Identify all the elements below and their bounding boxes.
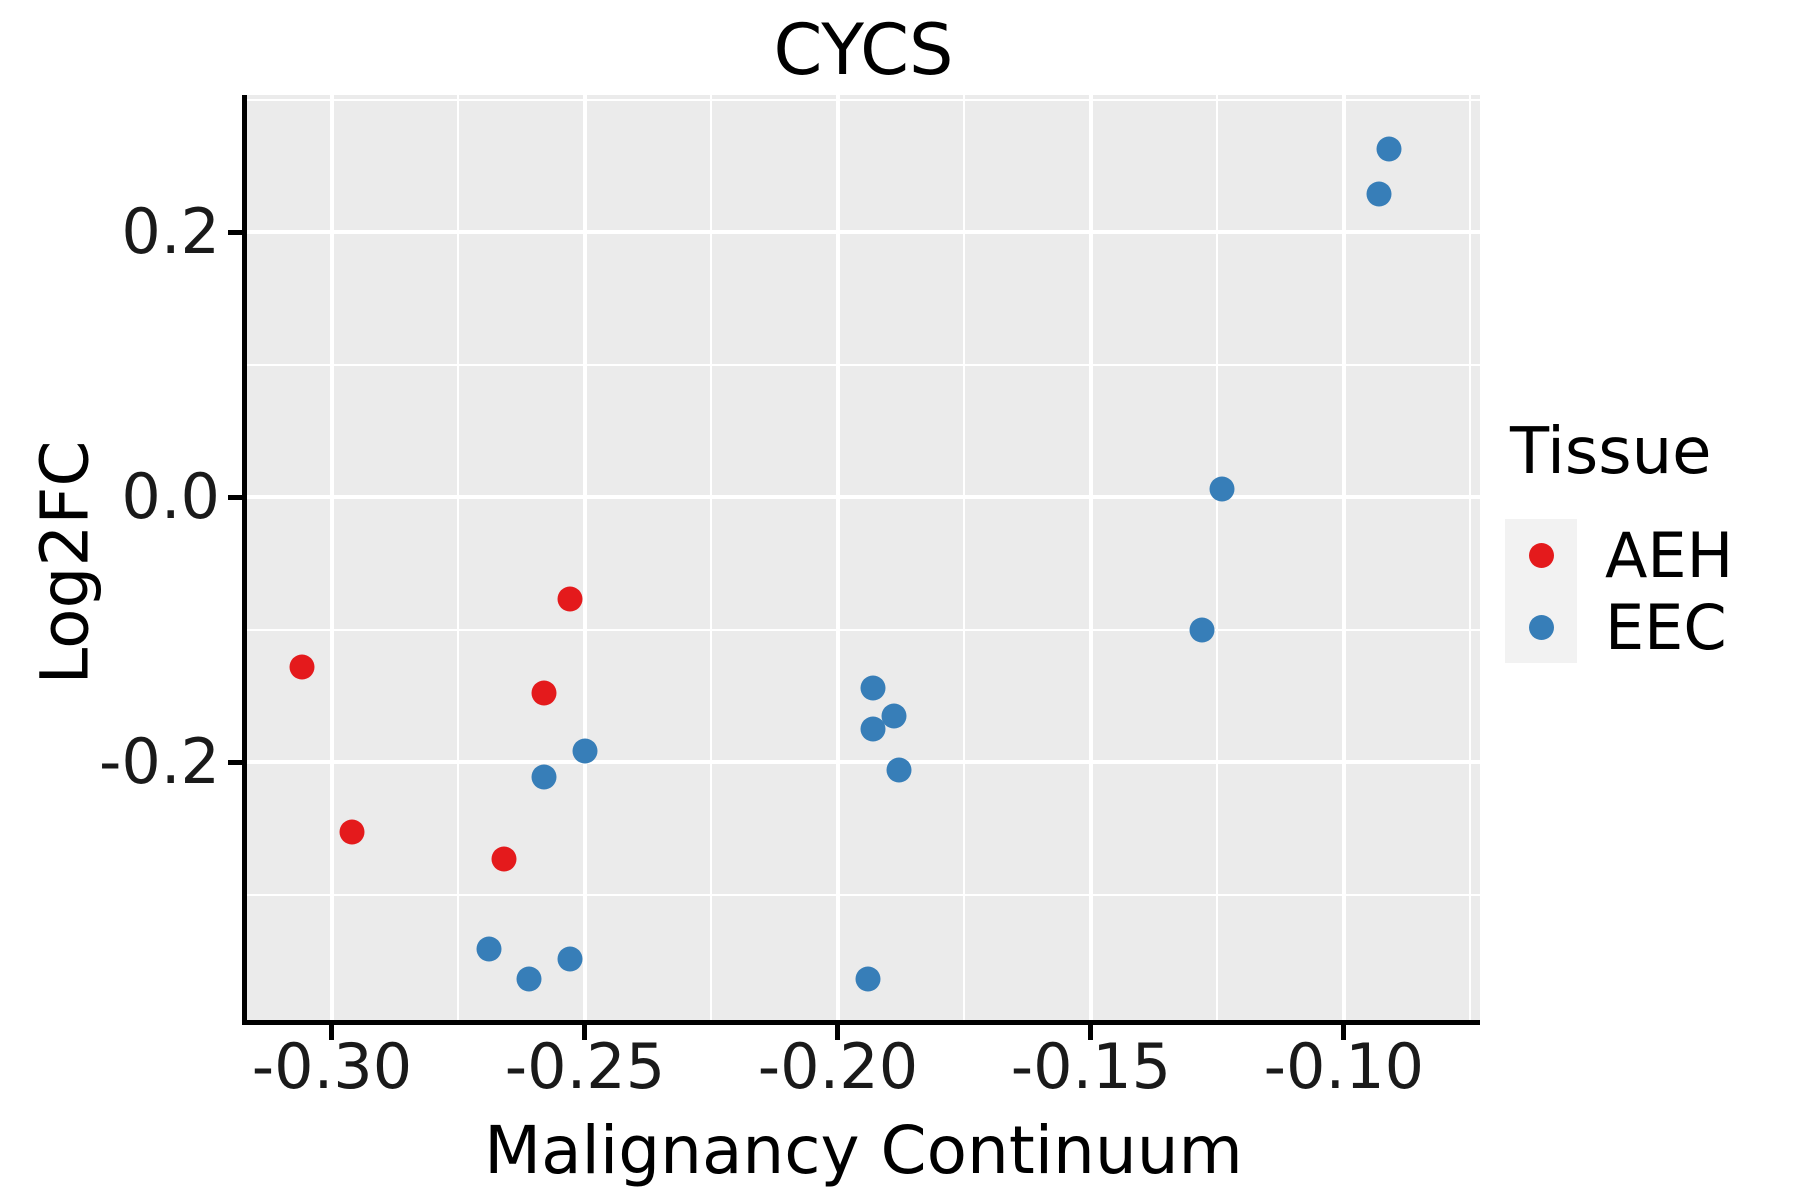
aeh-dot-icon: [1528, 542, 1554, 568]
plot-title: CYCS: [773, 9, 954, 91]
y-major-gridline: [247, 760, 1480, 765]
x-minor-gridline: [1469, 95, 1472, 1020]
x-tick-label: -0.30: [251, 1030, 413, 1103]
legend-entry-eec: EEC: [1505, 590, 1800, 664]
x-tick-label: -0.20: [757, 1030, 919, 1103]
data-point-aeh: [289, 654, 315, 680]
x-major-gridline: [329, 95, 334, 1020]
data-point-eec: [572, 738, 598, 764]
data-point-aeh: [531, 680, 557, 706]
data-point-eec: [476, 936, 502, 962]
x-tick-mark: [835, 1025, 841, 1040]
legend-label-eec: EEC: [1605, 590, 1727, 664]
legend-entry-aeh: AEH: [1505, 518, 1800, 592]
legend-title: Tissue: [1510, 415, 1712, 489]
legend-key-aeh: [1505, 519, 1577, 591]
y-tick-label: 0.2: [121, 195, 220, 268]
x-minor-gridline: [710, 95, 713, 1020]
x-axis-title: Malignancy Continuum: [484, 1112, 1243, 1189]
y-minor-gridline: [247, 363, 1480, 366]
x-axis-line: [242, 1020, 1480, 1025]
data-point-eec: [1376, 136, 1402, 162]
data-point-eec: [1189, 617, 1215, 642]
y-axis-line: [242, 95, 247, 1025]
x-major-gridline: [582, 95, 587, 1020]
y-tick-mark: [228, 759, 243, 765]
y-major-gridline: [247, 230, 1480, 234]
legend-key-eec: [1505, 591, 1577, 663]
x-tick-mark: [1341, 1025, 1347, 1040]
x-tick-mark: [329, 1025, 335, 1040]
data-point-eec: [886, 757, 912, 783]
data-point-eec: [860, 675, 886, 701]
y-minor-gridline: [247, 98, 1480, 101]
x-tick-label: -0.15: [1010, 1030, 1172, 1103]
data-point-eec: [557, 946, 583, 972]
x-tick-mark: [582, 1025, 588, 1040]
data-point-eec: [531, 764, 557, 790]
y-major-gridline: [247, 495, 1480, 499]
y-minor-gridline: [247, 893, 1480, 896]
data-point-eec: [516, 966, 542, 992]
data-point-eec: [1366, 181, 1392, 207]
data-point-aeh: [339, 819, 365, 845]
legend: Tissue AEH EEC: [1505, 415, 1800, 664]
y-tick-label: 0.0: [121, 460, 220, 533]
x-tick-label: -0.25: [504, 1030, 666, 1103]
x-minor-gridline: [457, 95, 460, 1020]
legend-label-aeh: AEH: [1605, 518, 1734, 592]
y-tick-label: -0.2: [99, 725, 220, 799]
y-tick-mark: [228, 494, 243, 500]
y-minor-gridline: [247, 628, 1480, 631]
y-tick-mark: [228, 229, 243, 235]
data-point-eec: [881, 703, 907, 729]
plot-panel: [247, 95, 1480, 1020]
data-point-eec: [1209, 476, 1235, 502]
x-tick-label: -0.10: [1263, 1030, 1425, 1103]
x-minor-gridline: [963, 95, 966, 1020]
data-point-eec: [855, 966, 881, 992]
x-major-gridline: [835, 95, 840, 1020]
eec-dot-icon: [1528, 614, 1554, 640]
x-tick-mark: [1088, 1025, 1094, 1040]
x-major-gridline: [1341, 95, 1346, 1020]
data-point-aeh: [491, 846, 517, 872]
x-major-gridline: [1088, 95, 1093, 1020]
data-point-aeh: [557, 586, 583, 612]
x-minor-gridline: [1216, 95, 1219, 1020]
